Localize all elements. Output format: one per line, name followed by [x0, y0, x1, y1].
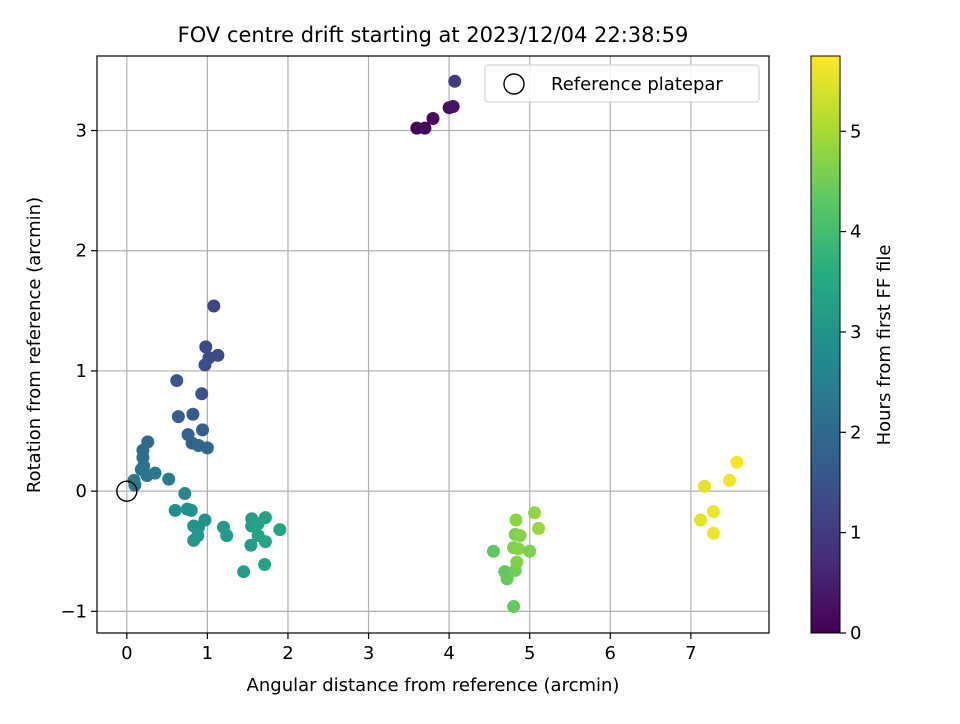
chart-title: FOV centre drift starting at 2023/12/04 …: [178, 23, 689, 47]
colorbar-tick-label: 5: [850, 121, 861, 142]
data-point: [510, 555, 524, 569]
x-tick-label: 5: [524, 643, 535, 664]
x-tick-label: 7: [685, 643, 696, 664]
reference-platepar-marker: [116, 480, 138, 502]
y-axis-ticks: −1 0 1 2 3: [60, 121, 97, 622]
data-point: [244, 538, 258, 552]
y-tick-label: 3: [76, 121, 87, 142]
data-point: [528, 506, 542, 520]
colorbar-gradient: [810, 55, 841, 634]
y-tick-label: −1: [60, 601, 87, 622]
data-point: [200, 441, 214, 455]
plot-frame: [96, 55, 770, 634]
data-point: [187, 533, 201, 547]
x-tick-label: 3: [363, 643, 374, 664]
scatter-points: [127, 74, 744, 614]
data-point: [195, 387, 209, 401]
grid-lines: [97, 56, 769, 633]
legend-box: [484, 64, 760, 103]
data-point: [509, 513, 523, 527]
data-point: [207, 299, 221, 313]
data-point: [706, 505, 720, 519]
data-point: [186, 407, 200, 421]
data-point: [507, 600, 521, 614]
data-point: [426, 112, 440, 126]
data-point: [486, 544, 500, 558]
x-tick-label: 2: [282, 643, 293, 664]
data-point: [220, 529, 234, 543]
colorbar-tick-label: 4: [850, 222, 861, 243]
data-point: [171, 410, 185, 424]
data-point: [513, 529, 527, 543]
data-point: [273, 523, 287, 537]
colorbar: 0 1 2 3 4 5 Hours from first FF file: [810, 55, 895, 644]
colorbar-label: Hours from first FF file: [874, 245, 895, 446]
data-point: [448, 74, 462, 88]
data-point: [511, 542, 525, 556]
data-point: [523, 544, 537, 558]
colorbar-tick-label: 0: [850, 623, 861, 644]
legend: Reference platepar: [484, 64, 760, 103]
data-point: [706, 526, 720, 540]
y-tick-label: 1: [76, 361, 87, 382]
data-point: [532, 521, 546, 535]
x-axis-label: Angular distance from reference (arcmin): [247, 675, 620, 696]
data-point: [698, 479, 712, 493]
data-point: [199, 340, 213, 354]
x-tick-label: 6: [605, 643, 616, 664]
x-tick-label: 0: [121, 643, 132, 664]
data-point: [237, 565, 251, 579]
legend-open-circle-icon: [503, 73, 525, 95]
data-point: [258, 535, 272, 549]
y-axis-label: Rotation from reference (arcmin): [24, 197, 45, 493]
data-point: [162, 472, 176, 486]
data-point: [184, 503, 198, 517]
data-point: [148, 466, 162, 480]
data-point: [258, 511, 272, 525]
plot-background: [97, 56, 769, 633]
data-point: [730, 455, 744, 469]
data-point: [694, 513, 708, 527]
y-tick-label: 0: [76, 481, 87, 502]
colorbar-tick-label: 3: [850, 322, 861, 343]
data-point: [196, 423, 210, 437]
legend-label: Reference platepar: [551, 74, 723, 95]
x-tick-label: 4: [443, 643, 454, 664]
data-point: [723, 473, 737, 487]
data-point: [198, 358, 212, 372]
x-axis-ticks: 0 1 2 3 4 5 6 7: [121, 633, 697, 664]
data-point: [258, 557, 272, 571]
y-tick-label: 2: [76, 241, 87, 262]
data-point: [168, 503, 182, 517]
data-point: [178, 487, 192, 501]
colorbar-tick-label: 1: [850, 523, 861, 544]
data-point: [170, 374, 184, 388]
colorbar-ticks: 0 1 2 3 4 5: [840, 121, 861, 644]
x-tick-label: 1: [202, 643, 213, 664]
data-point: [446, 99, 460, 113]
reference-marker: [116, 480, 138, 502]
data-point: [418, 121, 432, 135]
colorbar-tick-label: 2: [850, 422, 861, 443]
data-point: [500, 572, 514, 586]
